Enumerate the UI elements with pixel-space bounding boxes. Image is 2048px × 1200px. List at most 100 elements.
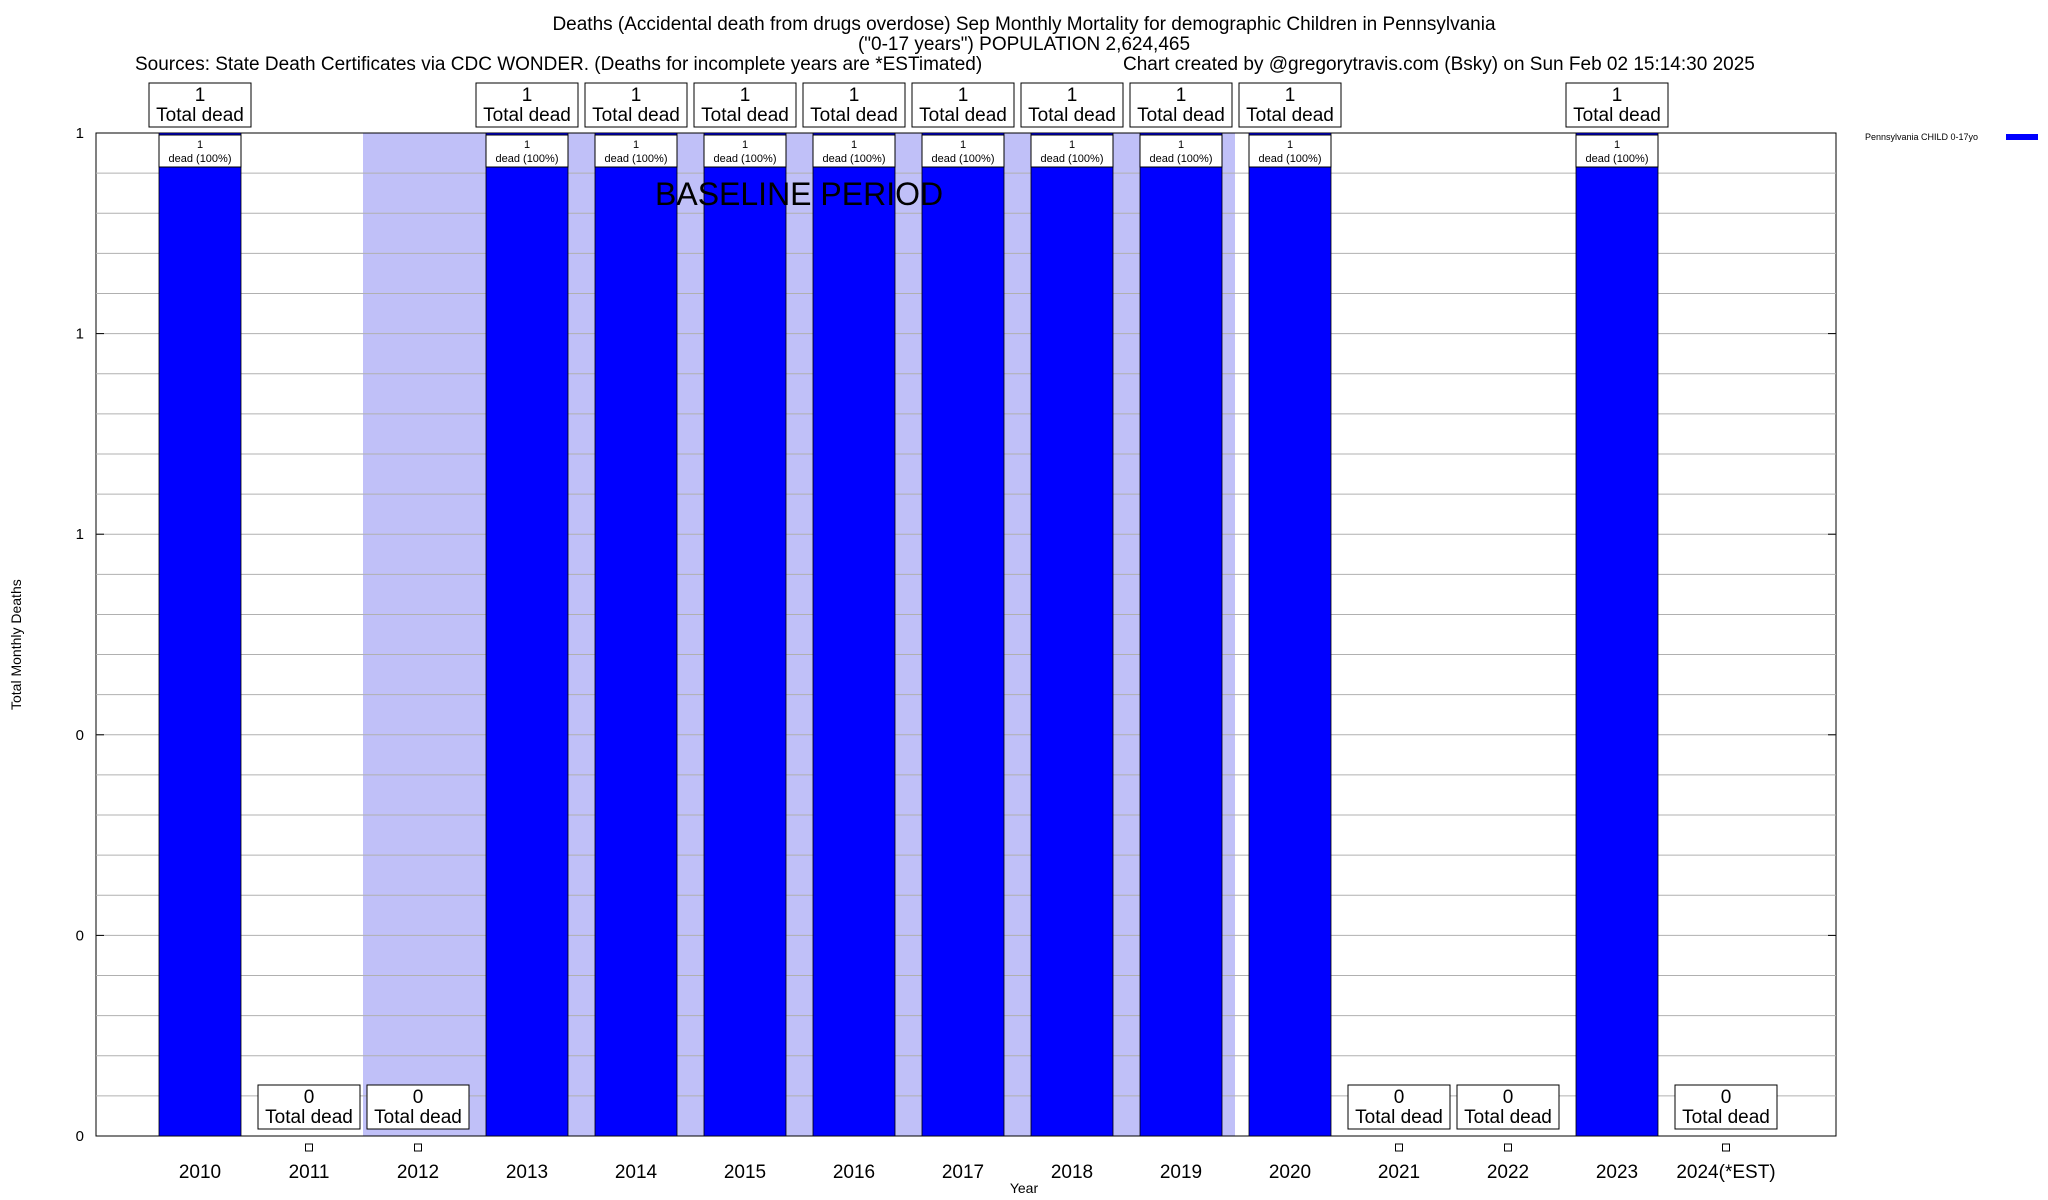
inner-label-box: [594, 134, 678, 168]
inner-percent-label: dead (100%): [823, 153, 886, 165]
x-tick-label: 2024(*EST): [1676, 1162, 1775, 1183]
inner-value-label: 1: [851, 139, 857, 151]
total-text-label: Total dead: [1246, 105, 1334, 126]
x-tick-label: 2015: [724, 1162, 766, 1183]
x-tick-label: 2022: [1487, 1162, 1529, 1183]
bar-2017: [921, 132, 1005, 1137]
total-text-label: Total dead: [919, 105, 1007, 126]
legend-swatch: [2006, 134, 2038, 140]
total-text-label: Total dead: [1137, 105, 1225, 126]
y-tick-label: 0: [76, 727, 84, 744]
y-tick-label: 1: [76, 526, 84, 543]
bar-2015: [703, 132, 787, 1137]
total-text-label: Total dead: [701, 105, 789, 126]
total-text-label: Total dead: [265, 1107, 353, 1128]
inner-value-label: 1: [742, 139, 748, 151]
inner-value-label: 1: [197, 139, 203, 151]
total-value-label: 0: [1721, 1087, 1732, 1108]
bar-2020: [1248, 132, 1332, 1137]
inner-label-box: [1575, 134, 1659, 168]
total-value-label: 1: [740, 85, 751, 106]
x-tick-label: 2016: [833, 1162, 875, 1183]
total-text-label: Total dead: [374, 1107, 462, 1128]
inner-label-box: [1139, 134, 1223, 168]
inner-value-label: 1: [633, 139, 639, 151]
total-label-box: [584, 82, 688, 128]
total-label-box: [1674, 1084, 1778, 1130]
bar-2023: [1575, 132, 1659, 1137]
inner-percent-label: dead (100%): [1586, 153, 1649, 165]
zero-point-marker: [1722, 1143, 1730, 1152]
total-value-label: 1: [1285, 85, 1296, 106]
total-label-box: [802, 82, 906, 128]
total-value-label: 1: [195, 85, 206, 106]
total-value-label: 0: [1394, 1087, 1405, 1108]
total-value-label: 1: [958, 85, 969, 106]
zero-point-marker: [305, 1143, 313, 1152]
total-label-box: [366, 1084, 470, 1130]
x-tick-label: 2019: [1160, 1162, 1202, 1183]
total-text-label: Total dead: [1355, 1107, 1443, 1128]
inner-label-box: [1248, 134, 1332, 168]
total-value-label: 0: [413, 1087, 424, 1108]
total-label-box: [475, 82, 579, 128]
x-tick-label: 2021: [1378, 1162, 1420, 1183]
baseline-period-label: BASELINE PERIOD: [655, 176, 943, 212]
total-text-label: Total dead: [592, 105, 680, 126]
inner-value-label: 1: [1287, 139, 1293, 151]
inner-value-label: 1: [1069, 139, 1075, 151]
y-tick-label: 0: [76, 927, 84, 944]
total-label-box: [1129, 82, 1233, 128]
bar-2013: [485, 132, 569, 1137]
total-text-label: Total dead: [156, 105, 244, 126]
bar-2016: [812, 132, 896, 1137]
total-label-box: [148, 82, 252, 128]
total-text-label: Total dead: [1682, 1107, 1770, 1128]
total-value-label: 1: [1067, 85, 1078, 106]
chart-sources-note: Sources: State Death Certificates via CD…: [135, 54, 983, 75]
chart-credit: Chart created by @gregorytravis.com (Bsk…: [1123, 54, 1755, 75]
inner-value-label: 1: [960, 139, 966, 151]
total-label-box: [1347, 1084, 1451, 1130]
x-tick-label: 2023: [1596, 1162, 1638, 1183]
total-label-box: [1020, 82, 1124, 128]
bar-2014: [594, 132, 678, 1137]
inner-percent-label: dead (100%): [1150, 153, 1213, 165]
inner-label-box: [812, 134, 896, 168]
inner-label-box: [703, 134, 787, 168]
total-value-label: 1: [849, 85, 860, 106]
inner-value-label: 1: [524, 139, 530, 151]
total-text-label: Total dead: [1464, 1107, 1552, 1128]
inner-percent-label: dead (100%): [605, 153, 668, 165]
x-tick-label: 2020: [1269, 1162, 1311, 1183]
zero-point-marker: [1395, 1143, 1403, 1152]
total-value-label: 1: [1612, 85, 1623, 106]
y-tick-label: 1: [76, 326, 84, 343]
inner-value-label: 1: [1614, 139, 1620, 151]
inner-label-box: [485, 134, 569, 168]
total-value-label: 1: [631, 85, 642, 106]
chart-title-line-2: ("0-17 years") POPULATION 2,624,465: [857, 34, 1191, 55]
x-tick-label: 2013: [506, 1162, 548, 1183]
bar-2010: [158, 132, 242, 1137]
inner-label-box: [921, 134, 1005, 168]
total-value-label: 1: [1176, 85, 1187, 106]
inner-percent-label: dead (100%): [496, 153, 559, 165]
x-axis-label: Year: [1009, 1180, 1039, 1196]
total-text-label: Total dead: [1028, 105, 1116, 126]
x-tick-label: 2010: [179, 1162, 221, 1183]
total-text-label: Total dead: [1573, 105, 1661, 126]
bar-2018: [1030, 132, 1114, 1137]
total-value-label: 0: [304, 1087, 315, 1108]
inner-label-box: [158, 134, 242, 168]
total-label-box: [693, 82, 797, 128]
x-tick-label: 2018: [1051, 1162, 1093, 1183]
inner-percent-label: dead (100%): [714, 153, 777, 165]
inner-value-label: 1: [1178, 139, 1184, 151]
total-label-box: [911, 82, 1015, 128]
total-text-label: Total dead: [810, 105, 898, 126]
inner-percent-label: dead (100%): [1041, 153, 1104, 165]
bar-2019: [1139, 132, 1223, 1137]
chart-title-line-1: Deaths (Accidental death from drugs over…: [552, 14, 1496, 35]
